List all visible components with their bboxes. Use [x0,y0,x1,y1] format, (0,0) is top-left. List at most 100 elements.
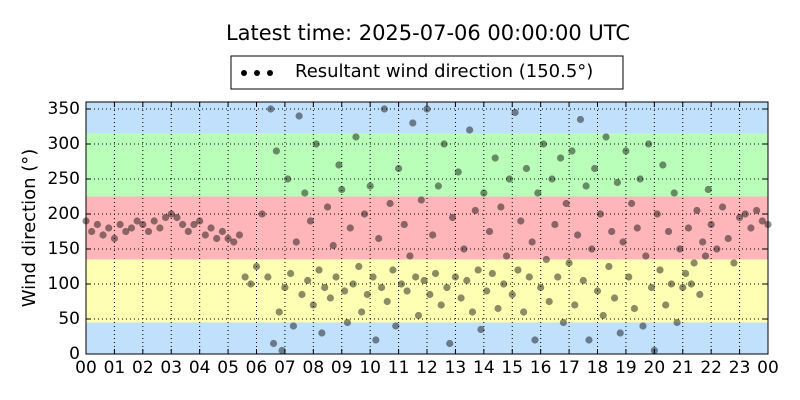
x-tick-label: 00 [75,358,97,378]
point [545,297,553,306]
point [267,105,275,113]
point [485,227,494,236]
point [619,238,627,246]
point [179,220,187,229]
point [156,224,164,232]
point [718,203,727,211]
point [508,290,516,299]
point [446,339,454,348]
point [522,164,531,173]
point [562,199,570,208]
point [301,189,309,197]
point [412,273,420,281]
point [699,238,707,246]
point [394,164,403,173]
point [287,269,295,278]
point [491,154,499,162]
x-tick-label: 20 [644,358,666,378]
point [224,234,232,243]
point [289,322,298,330]
point [369,273,377,281]
point [704,185,712,194]
point [105,224,113,232]
point [500,280,508,288]
point [457,294,465,302]
y-tick-label: 200 [48,204,80,224]
band [86,102,768,134]
point [213,234,221,243]
point [574,231,582,239]
point [309,301,317,309]
point [218,227,226,236]
point [144,227,153,236]
point [539,140,548,148]
x-tick-label: 04 [189,358,211,378]
point [659,161,667,169]
point [741,210,749,218]
point [383,297,391,306]
point [230,238,238,246]
point [548,175,556,183]
point [460,245,468,253]
point [616,329,624,337]
point [582,182,590,190]
legend-marker [267,70,273,76]
legend-marker [241,70,247,76]
point [483,287,491,295]
x-tick-label: 01 [104,358,126,378]
x-tick-label: 11 [388,358,410,378]
point [326,294,334,302]
point [596,210,604,218]
point [468,308,477,316]
point [684,224,693,232]
point [559,318,568,327]
point [505,175,514,183]
point [670,189,678,197]
point [440,140,448,148]
point [534,189,542,197]
x-tick-label: 07 [274,358,296,378]
point [662,301,670,309]
point [437,301,445,309]
point [133,217,141,225]
point [346,224,354,232]
point [591,164,599,173]
point [377,283,386,292]
point [258,210,266,218]
point [397,280,406,288]
point [630,304,639,313]
point [528,238,536,246]
point [477,325,485,334]
point [281,283,289,292]
point [235,231,244,239]
legend-label: Resultant wind direction (150.5°) [295,61,593,82]
x-tick-label: 08 [303,358,325,378]
plot-frame [85,101,769,355]
point [693,206,701,215]
point [355,262,363,271]
point [696,290,704,299]
point [329,241,337,250]
point [278,346,286,355]
point [338,185,346,194]
x-tick-label: 18 [587,358,609,378]
point [645,140,653,148]
point [139,220,147,229]
point [568,147,576,155]
point [556,154,565,162]
point [252,262,261,271]
point [747,224,755,232]
point [167,210,175,218]
point [753,206,761,215]
point [653,210,661,218]
point [434,182,442,190]
point [650,346,658,355]
point [306,217,315,225]
point [636,175,644,183]
point [247,280,255,288]
y-tick-label: 250 [48,169,80,189]
x-tick-label: 17 [558,358,580,378]
point [400,220,408,229]
point [201,231,209,239]
point [122,227,130,236]
